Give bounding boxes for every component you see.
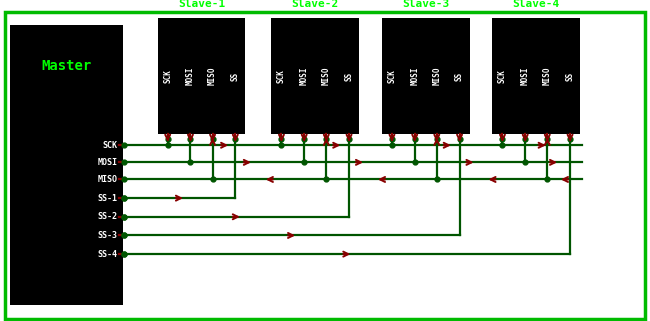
Text: MISO: MISO [432, 67, 441, 85]
Text: SCK: SCK [277, 69, 286, 83]
Bar [272, 18, 359, 134]
Text: SS-2: SS-2 [98, 212, 118, 221]
Text: SCK: SCK [163, 69, 172, 83]
Text: Master: Master [42, 59, 92, 73]
Text: SS-3: SS-3 [98, 231, 118, 240]
Bar [493, 18, 580, 134]
Text: SCK: SCK [498, 69, 507, 83]
Text: Slave-1: Slave-1 [178, 0, 225, 9]
Text: Slave-3: Slave-3 [402, 0, 449, 9]
Text: MOSI: MOSI [410, 67, 419, 85]
Text: SCK: SCK [387, 69, 396, 83]
Text: MOSI: MOSI [186, 67, 195, 85]
Text: SCK: SCK [103, 141, 118, 150]
Text: SS: SS [344, 71, 354, 81]
Text: MOSI: MOSI [300, 67, 309, 85]
Text: SS: SS [231, 71, 240, 81]
Bar [382, 18, 469, 134]
Text: MISO: MISO [322, 67, 331, 85]
Text: SS: SS [566, 71, 575, 81]
Text: Slave-4: Slave-4 [513, 0, 560, 9]
Bar [10, 25, 123, 306]
Text: MISO: MISO [98, 175, 118, 184]
Text: Slave-2: Slave-2 [292, 0, 339, 9]
Text: MOSI: MOSI [521, 67, 530, 85]
Bar [157, 18, 246, 134]
Text: MOSI: MOSI [98, 158, 118, 167]
Text: SS-4: SS-4 [98, 250, 118, 259]
Text: MISO: MISO [543, 67, 552, 85]
Text: SS: SS [455, 71, 464, 81]
Text: SS-1: SS-1 [98, 194, 118, 203]
Text: MISO: MISO [208, 67, 217, 85]
